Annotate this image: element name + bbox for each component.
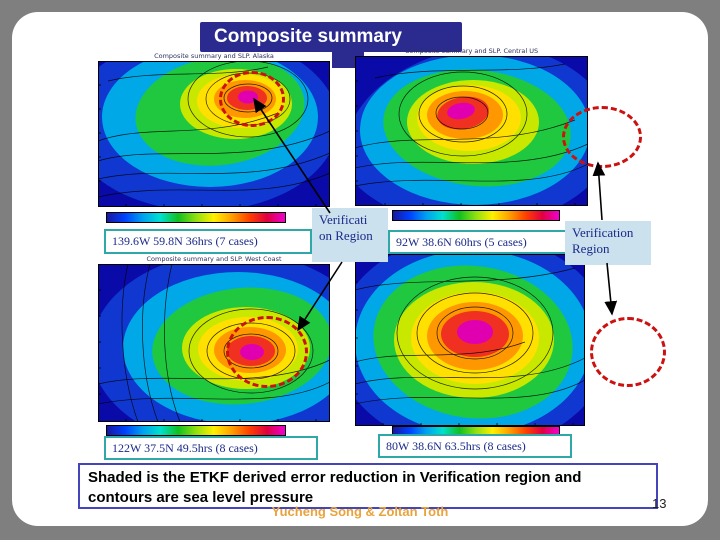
- verification-region-label-right: Verification Region: [565, 221, 651, 265]
- verification-ellipse-east-coast: [590, 317, 666, 387]
- panel-alaska: Composite summary and SLP. Alaska: [98, 52, 330, 207]
- page-title: Composite summary: [200, 22, 462, 52]
- verification-ellipse-central-us: [562, 106, 642, 168]
- alaska-coord-label: 139.6W 59.8N 36hrs (7 cases): [104, 229, 312, 254]
- page-number: 13: [652, 496, 667, 511]
- footer-credit: Yucheng Song & Zoltan Toth: [271, 504, 449, 519]
- central-us-plot-title: Composite summary and SLP. Central US: [404, 47, 539, 55]
- verification-mid-line1: Verificati: [319, 212, 368, 227]
- alaska-colorbar: [106, 212, 286, 223]
- west-coast-colorbar: [106, 425, 286, 436]
- caption-box: Shaded is the ETKF derived error reducti…: [78, 463, 658, 509]
- central-us-contour-map: [355, 56, 588, 206]
- west-coast-plot-title: Composite summary and SLP. West Coast: [146, 255, 282, 263]
- panel-east-coast: Composite summary and SLP. East Coast: [355, 245, 585, 426]
- verification-mid-line2: on Region: [319, 228, 373, 244]
- central-us-colorbar: [392, 210, 560, 221]
- verification-ellipse-west-coast: [226, 316, 308, 388]
- alaska-contour-map: [98, 61, 330, 207]
- central-us-coord-label: 92W 38.6N 60hrs (5 cases): [388, 230, 568, 254]
- verification-ellipse-alaska: [219, 71, 285, 127]
- east-coast-coord-label: 80W 38.6N 63.5hrs (8 cases): [378, 434, 572, 458]
- east-coast-contour-map: [355, 254, 585, 426]
- west-coast-coord-label: 122W 37.5N 49.5hrs (8 cases): [104, 436, 318, 460]
- alaska-plot-title: Composite summary and SLP. Alaska: [154, 52, 274, 60]
- panel-central-us: Composite summary and SLP. Central US: [355, 47, 588, 206]
- verification-region-label-middle: Verificati on Region: [312, 208, 388, 262]
